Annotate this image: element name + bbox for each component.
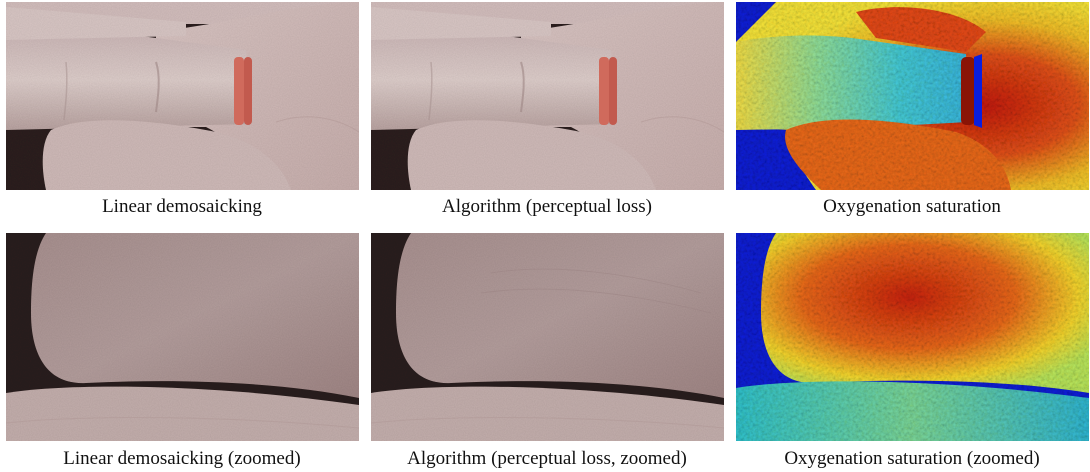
- oxygenation-saturation-map: [736, 2, 1089, 210]
- linear-demosaicking-image: [6, 2, 359, 210]
- caption-oxygenation-saturation-zoomed: Oxygenation saturation (zoomed): [784, 448, 1040, 469]
- linear-demosaicking-zoomed-image: [6, 233, 359, 441]
- caption-linear-demosaicking: Linear demosaicking: [102, 196, 262, 217]
- caption-algorithm-perceptual-loss: Algorithm (perceptual loss): [441, 196, 652, 217]
- algorithm-perceptual-loss-image: [371, 2, 724, 210]
- caption-oxygenation-saturation: Oxygenation saturation: [823, 196, 1001, 217]
- algorithm-perceptual-loss-zoomed-image: [371, 233, 724, 441]
- caption-algorithm-perceptual-loss-zoomed: Algorithm (perceptual loss, zoomed): [407, 448, 687, 469]
- oxygenation-saturation-zoomed-map: [736, 233, 1089, 441]
- caption-linear-demosaicking-zoomed: Linear demosaicking (zoomed): [63, 448, 301, 469]
